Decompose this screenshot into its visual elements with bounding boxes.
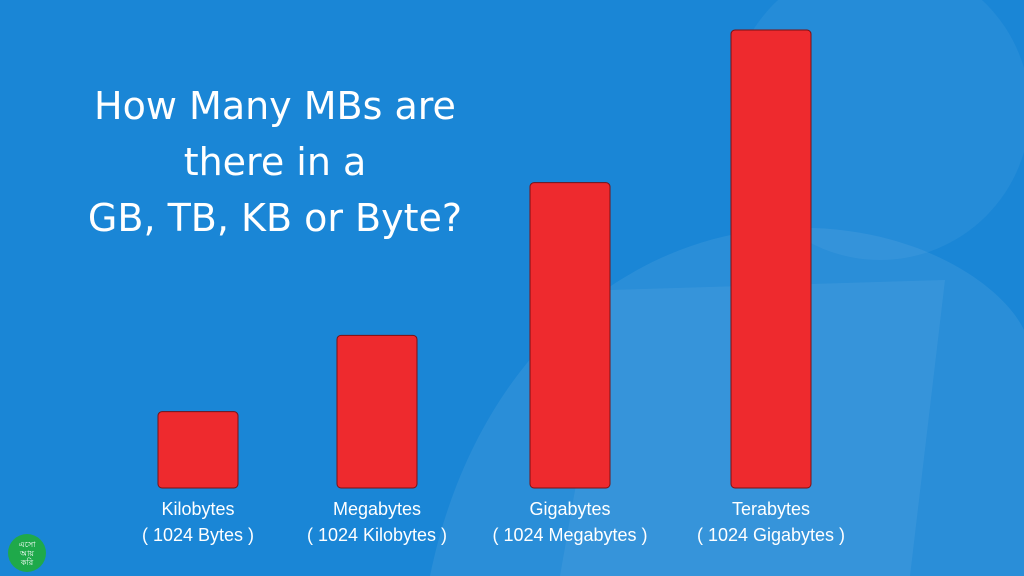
logo-line-3: করি — [20, 557, 34, 567]
category-name: Kilobytes — [161, 499, 235, 519]
category-sublabel: ( 1024 Kilobytes ) — [306, 525, 448, 545]
category-label-megabytes: Megabytes ( 1024 Kilobytes ) — [267, 496, 487, 548]
bar-gigabytes — [529, 182, 611, 489]
bar-kilobytes — [157, 411, 239, 489]
category-label-kilobytes: Kilobytes ( 1024 Bytes ) — [88, 496, 308, 548]
title-line-1: How Many MBs are — [94, 84, 456, 128]
category-sublabel: ( 1024 Megabytes ) — [492, 525, 648, 545]
category-name: Gigabytes — [529, 499, 611, 519]
logo-line-2: আয় — [19, 548, 35, 558]
logo-line-1: এসো — [18, 539, 36, 549]
category-sublabel: ( 1024 Bytes ) — [141, 525, 255, 545]
brand-logo: এসো আয় করি — [8, 534, 46, 572]
title-line-3: GB, TB, KB or Byte? — [87, 196, 463, 240]
bar-terabytes — [730, 29, 812, 489]
category-name: Megabytes — [332, 499, 422, 519]
category-name: Terabytes — [731, 499, 811, 519]
title-line-2: there in a — [183, 140, 367, 184]
category-sublabel: ( 1024 Gigabytes ) — [696, 525, 846, 545]
category-label-terabytes: Terabytes ( 1024 Gigabytes ) — [661, 496, 881, 548]
category-label-gigabytes: Gigabytes ( 1024 Megabytes ) — [460, 496, 680, 548]
bar-megabytes — [336, 334, 418, 489]
page-title: How Many MBs are there in a GB, TB, KB o… — [40, 78, 510, 246]
